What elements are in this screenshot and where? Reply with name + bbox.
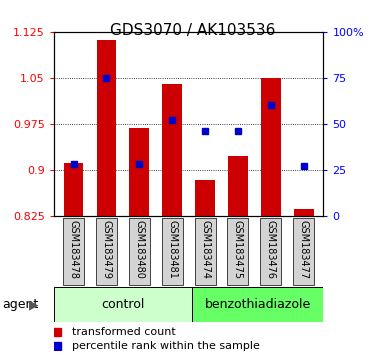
Bar	[261, 78, 281, 216]
Bar	[260, 218, 281, 285]
Text: ▶: ▶	[28, 298, 38, 311]
Text: GSM183476: GSM183476	[266, 221, 276, 279]
Bar	[228, 156, 248, 216]
Text: GSM183474: GSM183474	[200, 221, 210, 279]
Bar	[162, 84, 182, 216]
Bar	[129, 218, 150, 285]
Bar	[294, 209, 313, 216]
Text: GSM183480: GSM183480	[134, 221, 144, 279]
Bar	[129, 128, 149, 216]
Text: GDS3070 / AK103536: GDS3070 / AK103536	[110, 23, 275, 38]
Bar	[192, 287, 323, 322]
Text: benzothiadiazole: benzothiadiazole	[204, 298, 311, 311]
Bar	[96, 218, 117, 285]
Bar	[97, 40, 116, 216]
Bar	[162, 218, 183, 285]
Text: GSM183481: GSM183481	[167, 221, 177, 279]
Text: percentile rank within the sample: percentile rank within the sample	[72, 341, 259, 351]
Bar	[228, 218, 248, 285]
Bar	[293, 218, 314, 285]
Text: GSM183479: GSM183479	[102, 221, 112, 279]
Text: GSM183478: GSM183478	[69, 221, 79, 279]
Bar	[63, 218, 84, 285]
Text: transformed count: transformed count	[72, 327, 176, 337]
Bar	[195, 180, 215, 216]
Text: GSM183475: GSM183475	[233, 221, 243, 280]
Text: GSM183477: GSM183477	[299, 221, 309, 280]
Text: agent: agent	[2, 298, 38, 311]
Text: control: control	[101, 298, 145, 311]
Bar	[64, 162, 84, 216]
Bar	[194, 218, 216, 285]
Bar	[54, 287, 192, 322]
